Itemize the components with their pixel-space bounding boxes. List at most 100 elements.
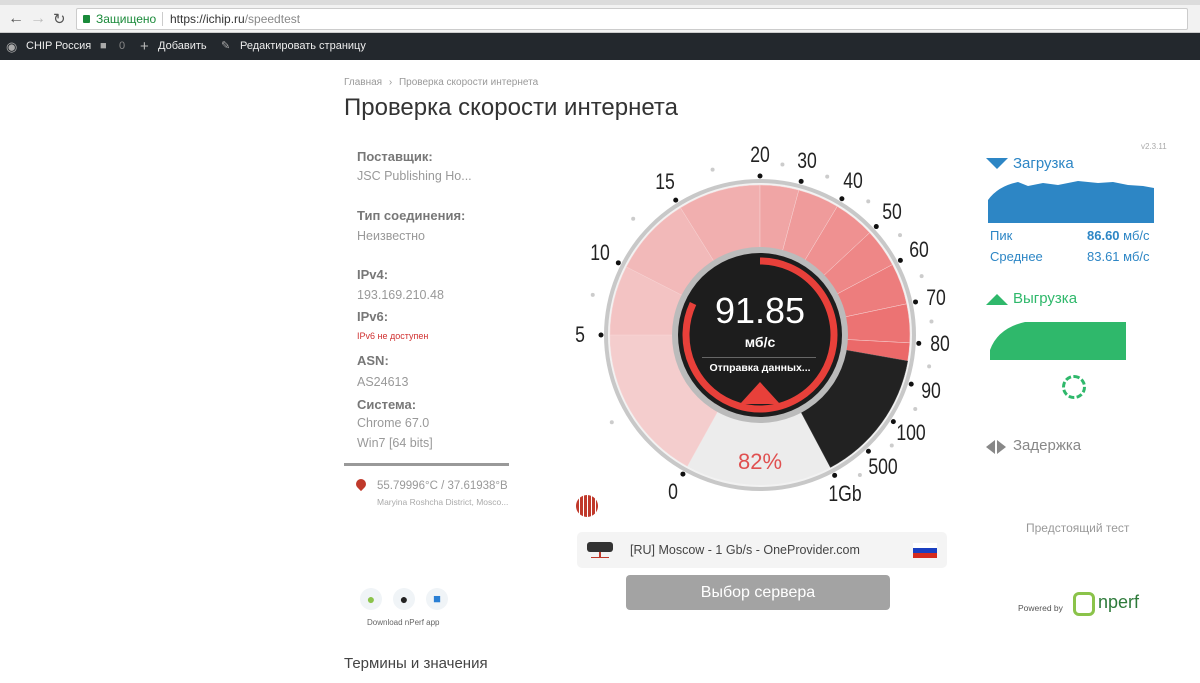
minor-tick-dot [919,274,924,279]
download-label: Загрузка [1013,155,1074,172]
major-tick-mark [908,381,914,387]
major-tick-mark [873,224,879,230]
minor-tick-dot [866,199,871,204]
breadcrumb-home[interactable]: Главная [344,77,383,88]
system-label: Система: [357,397,417,412]
site-link[interactable]: CHIP Россия [26,40,92,52]
select-server-button[interactable]: Выбор сервера [626,575,890,610]
apple-icon[interactable]: ● [393,588,415,610]
download-arrow-icon [986,158,1008,169]
minor-tick-dot [825,174,830,179]
secure-label: Защищено [96,12,157,26]
tick-label: 60 [909,237,929,263]
gauge-status: Отправка данных... [709,362,811,374]
minor-tick-dot [913,407,918,412]
gauge-percent-sector [687,410,831,485]
tick-label: 500 [868,453,898,479]
upload-graph [990,322,1126,360]
lock-icon [83,15,90,23]
server-selector[interactable]: [RU] Moscow - 1 Gb/s - OneProvider.com [577,532,947,568]
latency-label: Задержка [1013,437,1082,454]
tick-label: 10 [589,240,610,266]
download-app-label: Download nPerf app [367,618,440,627]
tick-label: 1Gb [827,480,862,506]
windows-icon[interactable]: ■ [426,588,448,610]
loading-spinner-icon [1062,375,1086,399]
peak-value: 86.60 [1087,228,1120,243]
page-title: Проверка скорости интернета [344,94,678,121]
reload-icon[interactable]: ↻ [53,11,66,28]
average-unit: мб/с [1123,249,1150,264]
android-icon[interactable]: ● [360,588,382,610]
upload-arrow-icon [740,382,780,404]
globe-icon[interactable] [576,495,598,517]
average-value: 83.61 [1087,249,1120,264]
plus-icon: + [140,38,149,55]
download-graph [988,181,1154,223]
tick-label: 70 [926,284,946,310]
powered-by: Powered by [1018,603,1063,613]
tick-label: 0 [667,479,678,505]
os-value: Win7 [64 bits] [357,436,433,450]
url-input[interactable]: Защищено https://ichip.ru/speedtest [76,8,1188,30]
server-name: [RU] Moscow - 1 Gb/s - OneProvider.com [630,543,860,557]
admin-bar: ◉ CHIP Россия ■ 0 + Добавить ✎ Редактиро… [0,33,1200,60]
major-tick-mark [680,471,686,477]
minor-tick-dot [631,216,636,221]
server-icon [587,542,613,552]
tick-label: 80 [929,331,950,357]
breadcrumb: Главная › Проверка скорости интернета [344,77,538,88]
add-link[interactable]: Добавить [158,40,207,52]
asn-value: AS24613 [357,375,409,389]
tick-label: 90 [921,377,941,403]
speed-unit: мб/с [744,334,776,350]
major-tick-mark [897,257,903,263]
major-tick-mark [839,196,845,202]
comment-count[interactable]: 0 [119,40,126,52]
nperf-brand: nperf [1098,592,1140,612]
major-tick-mark [757,173,763,179]
edit-page-link[interactable]: Редактировать страницу [240,40,366,52]
minor-tick-dot [590,292,595,297]
major-tick-mark [598,332,604,338]
location: Maryina Roshcha District, Mosco... [377,497,509,507]
back-icon[interactable]: ← [8,10,24,27]
minor-tick-dot [929,319,934,324]
coordinates: 55.79996°С / 37.61938°В [377,480,508,492]
breadcrumb-current: Проверка скорости интернета [398,77,539,88]
tick-label: 20 [750,142,770,167]
minor-tick-dot [609,420,614,425]
forward-icon[interactable]: → [30,10,46,27]
major-tick-mark [798,178,804,184]
pencil-icon: ✎ [221,40,231,52]
minor-tick-dot [780,162,785,167]
russia-flag-icon [913,543,937,558]
minor-tick-dot [710,167,715,172]
major-tick-mark [890,419,896,425]
minor-tick-dot [889,443,894,448]
latency-icon [986,440,995,454]
speed-value: 91.85 [714,290,806,331]
ipv6-label: IPv6: [357,309,389,324]
tick-label: 15 [654,169,675,195]
url-path: /speedtest [244,12,301,26]
average-label: Среднее [990,249,1043,264]
inner-dial [678,253,842,417]
nperf-logo[interactable] [1073,592,1095,616]
major-tick-mark [832,472,838,478]
major-tick-mark [673,197,679,203]
progress-arc [682,257,838,413]
provider-label: Поставщик: [357,149,433,164]
divider [344,463,509,466]
ipv4-label: IPv4: [357,267,389,282]
tick-label: 30 [796,148,817,174]
terms-heading[interactable]: Термины и значения [344,655,488,672]
comment-icon: ■ [100,40,107,52]
ipv6-value: IPv6 не доступен [357,331,429,341]
tick-label: 100 [896,420,926,446]
address-bar-area: ← → ↻ Защищено https://ichip.ru/speedtes… [0,5,1200,33]
gauge-divider [702,357,816,358]
browser-value: Chrome 67.0 [357,416,430,430]
site-icon: ◉ [6,39,18,54]
tick-label: 50 [881,199,902,225]
